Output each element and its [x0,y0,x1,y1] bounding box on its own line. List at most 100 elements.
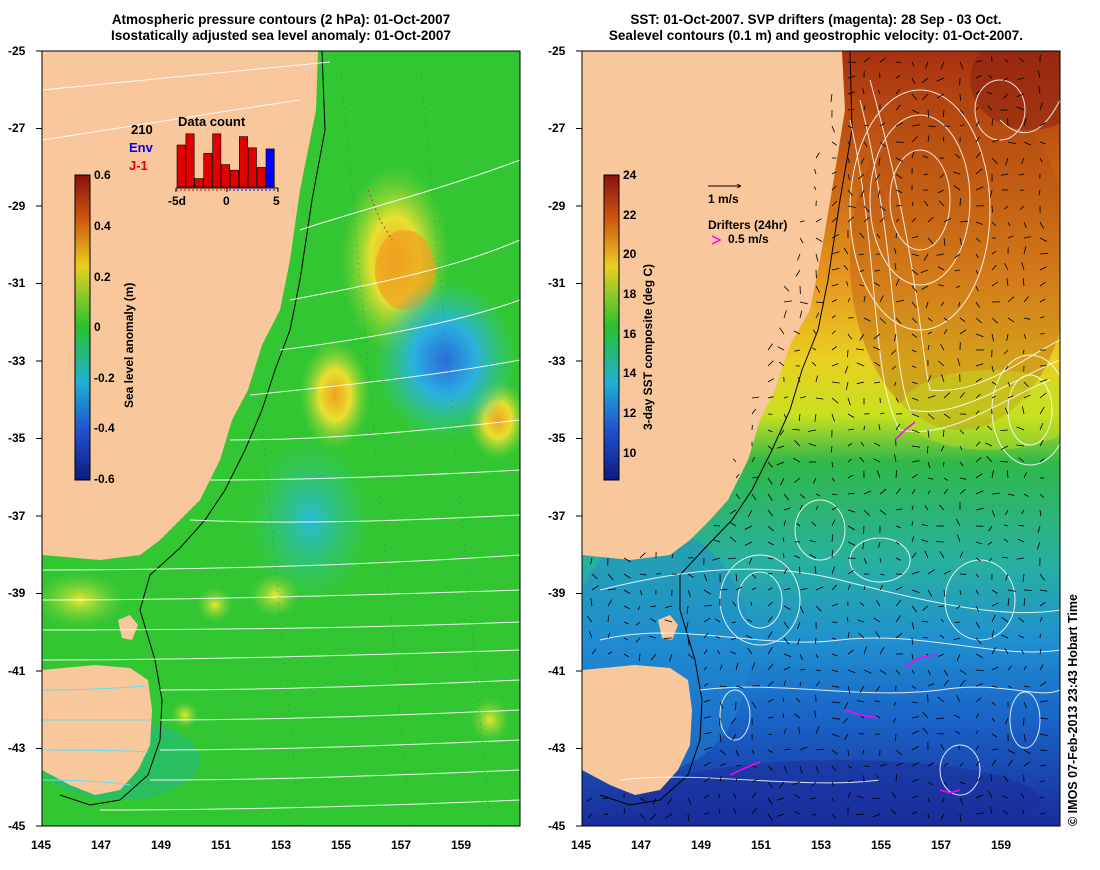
velocity-arrow [890,809,897,815]
velocity-arrow [767,663,774,671]
velocity-arrow [975,541,983,545]
velocity-arrow [780,477,785,486]
velocity-arrow [975,253,979,259]
velocity-arrow [1005,157,1009,166]
velocity-arrow [1039,573,1045,581]
velocity-arrow [799,669,806,671]
left-lat-tick: -25 [8,44,26,58]
velocity-arrow [797,253,801,261]
velocity-arrow [876,470,881,479]
velocity-arrow [975,697,982,703]
velocity-arrow [687,589,691,598]
velocity-arrow [920,539,929,543]
inset-title: Data count [178,114,246,129]
velocity-arrow [959,445,963,450]
velocity-arrow [956,285,961,288]
velocity-arrow [895,669,901,675]
velocity-arrow [986,456,993,463]
velocity-arrow [847,75,856,79]
velocity-arrow [1039,237,1048,242]
left-lon-tick: 149 [151,838,172,852]
velocity-arrow [893,333,897,342]
velocity-arrow [991,118,993,127]
velocity-arrow [879,557,882,563]
velocity-arrow [940,618,945,623]
velocity-arrow [991,492,1000,495]
velocity-arrow [1039,440,1044,447]
velocity-arrow [863,646,867,655]
velocity-arrow [730,651,737,655]
velocity-arrow [744,541,753,546]
velocity-arrow [844,733,849,740]
velocity-arrow [792,781,801,785]
velocity-arrow [1039,589,1048,592]
left-lon-tick: 147 [91,838,112,852]
velocity-arrow [831,413,835,422]
velocity-arrow [911,552,917,559]
velocity-arrow [863,669,872,674]
left-title-line2: Isostatically adjusted sea level anomaly… [111,28,451,43]
velocity-arrow [703,731,712,735]
velocity-arrow [923,173,929,176]
velocity-arrow [975,637,982,644]
velocity-arrow [729,521,737,527]
sla-low-mid [250,440,370,600]
velocity-arrow [751,807,757,815]
velocity-arrow [991,647,996,655]
velocity-arrow [831,185,837,191]
geostrophic-velocity-arrows [585,54,1048,822]
velocity-arrow [1023,317,1031,320]
velocity-arrow [607,615,610,623]
velocity-arrow [895,89,901,95]
velocity-arrow [1003,524,1009,527]
velocity-arrow [895,397,899,403]
velocity-arrow [811,361,817,367]
velocity-arrow [815,285,821,293]
velocity-arrow [799,588,808,591]
left-lon-tick: 159 [451,838,472,852]
velocity-arrow [876,233,881,239]
velocity-arrow [975,393,981,399]
velocity-arrow [863,490,872,495]
velocity-arrow [1039,717,1048,720]
left-tasmania [42,665,152,795]
velocity-arrow [1001,634,1009,639]
velocity-arrow [587,813,593,819]
velocity-arrow [810,797,817,800]
velocity-arrow [748,557,753,565]
velocity-arrow [751,792,757,799]
velocity-arrow [936,253,945,256]
left-lon-tick: 145 [31,838,52,852]
velocity-arrow [831,549,834,559]
velocity-arrow [831,283,839,287]
velocity-arrow [924,200,929,207]
velocity-arrow [959,93,961,101]
velocity-arrow [911,589,920,593]
velocity-arrow [975,605,980,612]
velocity-arrow [831,813,837,819]
velocity-arrow [1021,509,1025,514]
velocity-arrow [975,106,980,111]
velocity-arrow [975,812,984,815]
velocity-arrow [991,265,997,271]
velocity-arrow [991,157,998,165]
velocity-arrow [943,762,949,767]
velocity-arrow [713,525,721,527]
velocity-arrow [985,442,993,447]
velocity-arrow [831,216,839,223]
left-panel-title: Atmospheric pressure contours (2 hPa): 0… [42,12,520,44]
velocity-arrow [1039,221,1044,229]
velocity-arrow [975,75,982,79]
velocity-arrow [975,776,982,783]
velocity-arrow [815,312,820,319]
velocity-arrow [735,662,739,671]
velocity-arrow [856,813,865,816]
velocity-arrow [863,765,870,767]
velocity-arrow [941,374,945,383]
velocity-arrow [669,653,673,662]
velocity-arrow [943,413,951,419]
velocity-arrow [846,617,849,623]
velocity-arrow [1000,445,1009,451]
velocity-arrow [1001,173,1009,176]
velocity-arrow [856,362,865,367]
